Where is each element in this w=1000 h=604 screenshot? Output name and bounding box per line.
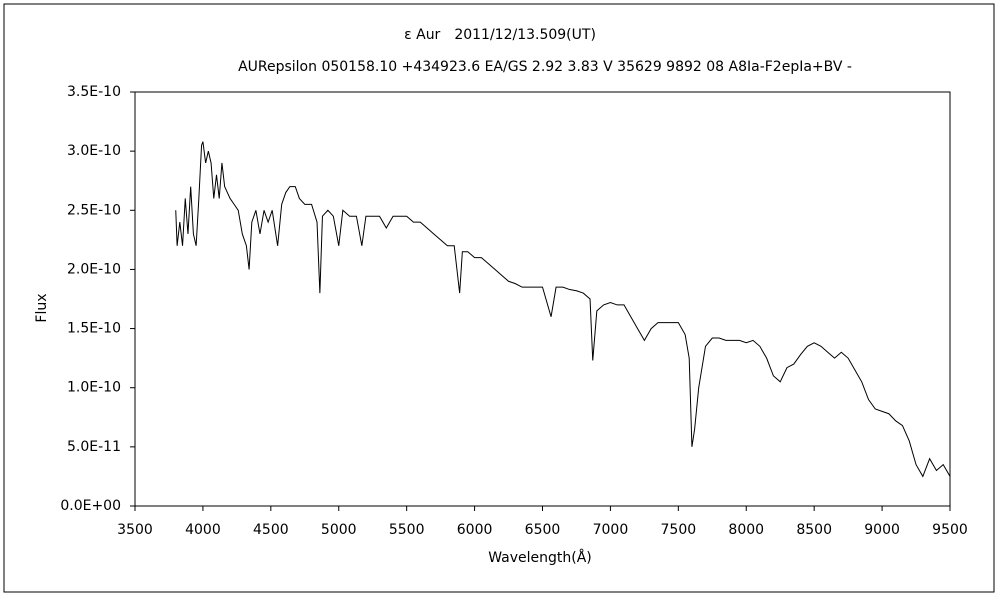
x-tick-label: 3500 — [117, 522, 153, 538]
x-tick-label: 8000 — [728, 522, 764, 538]
x-axis-label: Wavelength(Å) — [488, 549, 592, 566]
y-tick-label: 1.0E-10 — [67, 380, 121, 396]
chart-title: ε Aur 2011/12/13.509(UT) — [404, 27, 596, 43]
y-tick-label: 3.5E-10 — [67, 84, 121, 100]
y-axis-label: Flux — [34, 293, 50, 322]
x-tick-label: 5500 — [389, 522, 425, 538]
y-tick-label: 1.5E-10 — [67, 321, 121, 337]
y-tick-label: 5.0E-11 — [67, 439, 121, 455]
y-tick-label: 0.0E+00 — [60, 498, 121, 514]
y-tick-label: 3.0E-10 — [67, 143, 121, 159]
x-tick-label: 4000 — [185, 522, 221, 538]
y-tick-label: 2.0E-10 — [67, 261, 121, 277]
x-tick-label: 8500 — [796, 522, 832, 538]
x-tick-label: 6500 — [525, 522, 561, 538]
x-tick-label: 9000 — [864, 522, 900, 538]
y-tick-label: 2.5E-10 — [67, 202, 121, 218]
x-tick-label: 4500 — [253, 522, 289, 538]
chart-frame — [3, 3, 995, 593]
x-tick-label: 7500 — [661, 522, 697, 538]
x-tick-label: 5000 — [321, 522, 357, 538]
chart-subtitle: AURepsilon 050158.10 +434923.6 EA/GS 2.9… — [238, 59, 852, 75]
x-tick-label: 7000 — [593, 522, 629, 538]
spectrum-line — [175, 141, 951, 478]
x-tick-label: 9500 — [932, 522, 968, 538]
x-tick-label: 6000 — [457, 522, 493, 538]
